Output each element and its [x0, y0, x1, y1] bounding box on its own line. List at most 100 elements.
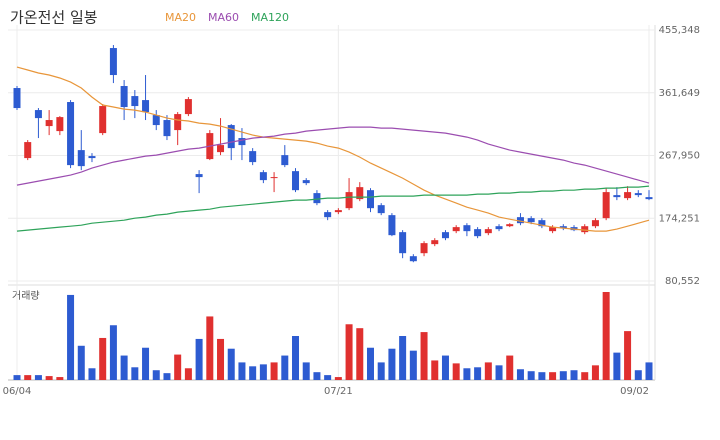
volume-bar: [270, 362, 278, 380]
volume-bar: [184, 368, 192, 380]
volume-bar: [388, 348, 396, 380]
volume-bar: [527, 371, 535, 380]
candle-body: [142, 100, 150, 113]
candle-body: [591, 220, 599, 227]
candle-body: [559, 226, 567, 229]
candle-body: [292, 171, 300, 191]
candle-body: [227, 125, 235, 149]
volume-bar: [24, 375, 32, 380]
volume-bar: [345, 324, 353, 380]
volume-bar: [45, 376, 53, 380]
candle-body: [388, 215, 396, 236]
candle-body: [377, 205, 385, 214]
candle-body: [474, 229, 482, 237]
volume-bar: [249, 366, 257, 380]
volume-bar: [99, 337, 107, 380]
volume-bar: [495, 365, 503, 380]
volume-bar: [624, 331, 632, 380]
volume-bar: [34, 375, 42, 380]
chart-title: 가온전선 일봉: [10, 9, 98, 27]
candle-body: [259, 172, 267, 181]
candle-body: [131, 96, 139, 107]
legend-entry: MA20: [165, 11, 196, 24]
candle-body: [184, 99, 192, 115]
volume-bar: [431, 360, 439, 380]
candle-body: [281, 155, 289, 166]
volume-bar: [238, 362, 246, 380]
volume-bar: [356, 328, 364, 380]
volume-bar: [366, 347, 374, 380]
volume-label: 거래량: [12, 290, 40, 302]
y-tick-label: 361,649: [659, 88, 700, 99]
volume-bar: [549, 372, 557, 380]
volume-bar: [302, 362, 310, 380]
volume-bar: [334, 377, 342, 380]
volume-bar: [441, 355, 449, 380]
candle-body: [217, 145, 225, 153]
legend-entry: MA60: [208, 11, 239, 24]
candle-body: [56, 117, 64, 132]
y-tick-label: 455,348: [659, 25, 700, 36]
legend-entry: MA120: [251, 11, 289, 24]
x-tick-label: 09/02: [620, 386, 649, 397]
volume-bar: [109, 325, 117, 380]
volume-bar: [581, 372, 589, 380]
candle-body: [527, 218, 535, 223]
y-tick-label: 174,251: [659, 213, 700, 224]
volume-bar: [195, 338, 203, 380]
volume-bar: [452, 363, 460, 380]
volume-bar: [131, 367, 139, 380]
volume-bar: [227, 348, 235, 380]
candle-body: [516, 217, 524, 224]
moving-average-line: [16, 66, 650, 232]
candle-body: [441, 232, 449, 239]
candle-body: [334, 210, 342, 213]
candle-body: [34, 110, 42, 119]
volume-bar: [142, 347, 150, 380]
candle-body: [302, 180, 310, 184]
candle-body: [313, 193, 321, 204]
y-tick-label: 80,552: [665, 276, 700, 287]
candle-body: [538, 220, 546, 227]
candle-body: [602, 192, 610, 219]
candle-body: [366, 190, 374, 209]
candle-body: [356, 187, 364, 200]
candle-body: [495, 226, 503, 230]
candle-body: [99, 106, 107, 134]
volume-bar: [602, 292, 610, 380]
volume-bar: [120, 355, 128, 380]
candle-body: [634, 193, 642, 196]
candle-body: [67, 102, 75, 166]
candle-body: [174, 114, 182, 131]
candle-body: [613, 195, 621, 198]
candle-body: [109, 48, 117, 76]
candle-body: [24, 142, 32, 159]
candle-body: [409, 256, 417, 262]
moving-average-line: [16, 126, 650, 186]
candle-body: [270, 177, 278, 179]
candle-body: [163, 120, 171, 137]
volume-bar: [152, 370, 160, 380]
candle-body: [45, 120, 53, 127]
candle-body: [88, 156, 96, 159]
candle-body: [645, 197, 653, 200]
candle-body: [624, 192, 632, 199]
volume-bar: [292, 336, 300, 380]
candle-body: [13, 88, 21, 109]
candle-body: [506, 224, 514, 227]
candle-body: [120, 86, 128, 108]
candle-body: [195, 174, 203, 178]
volume-bar: [484, 362, 492, 380]
volume-bar: [516, 369, 524, 380]
volume-bar: [67, 294, 75, 380]
volume-bar: [409, 350, 417, 380]
volume-bar: [399, 336, 407, 380]
volume-bar: [506, 355, 514, 380]
candle-body: [152, 115, 160, 126]
volume-bar: [174, 354, 182, 380]
candle-body: [484, 229, 492, 234]
volume-bar: [281, 355, 289, 380]
candle-body: [463, 225, 471, 232]
candle-body: [345, 192, 353, 209]
